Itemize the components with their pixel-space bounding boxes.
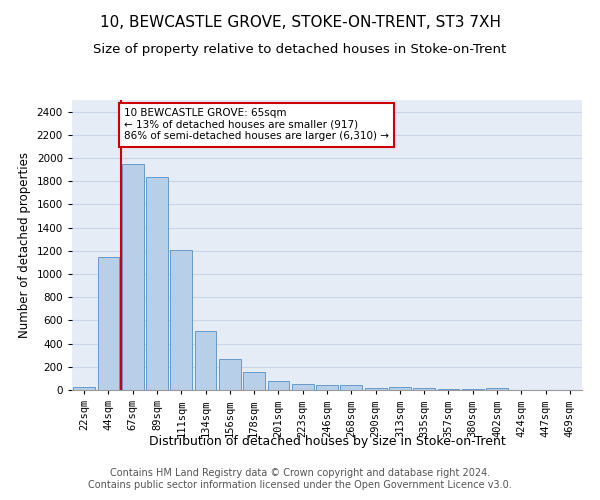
Text: 10 BEWCASTLE GROVE: 65sqm
← 13% of detached houses are smaller (917)
86% of semi: 10 BEWCASTLE GROVE: 65sqm ← 13% of detac… (124, 108, 389, 142)
Text: 10, BEWCASTLE GROVE, STOKE-ON-TRENT, ST3 7XH: 10, BEWCASTLE GROVE, STOKE-ON-TRENT, ST3… (100, 15, 500, 30)
Bar (340, 386, 362, 390)
Text: Contains HM Land Registry data © Crown copyright and database right 2024.
Contai: Contains HM Land Registry data © Crown c… (88, 468, 512, 490)
Bar (170, 250, 192, 390)
Text: Size of property relative to detached houses in Stoke-on-Trent: Size of property relative to detached ho… (94, 42, 506, 56)
Y-axis label: Number of detached properties: Number of detached properties (18, 152, 31, 338)
Bar (146, 176, 168, 390)
Bar (243, 372, 265, 390)
Text: Distribution of detached houses by size in Stoke-on-Trent: Distribution of detached houses by size … (149, 435, 505, 448)
Bar (389, 387, 411, 390)
Bar (122, 164, 143, 390)
Bar (292, 384, 314, 390)
Bar (486, 388, 508, 390)
Bar (437, 389, 460, 390)
Bar (413, 388, 435, 390)
Bar (194, 331, 217, 390)
Bar (365, 388, 386, 390)
Bar (219, 360, 241, 390)
Bar (268, 380, 289, 390)
Bar (316, 385, 338, 390)
Bar (73, 386, 95, 390)
Bar (97, 256, 119, 390)
